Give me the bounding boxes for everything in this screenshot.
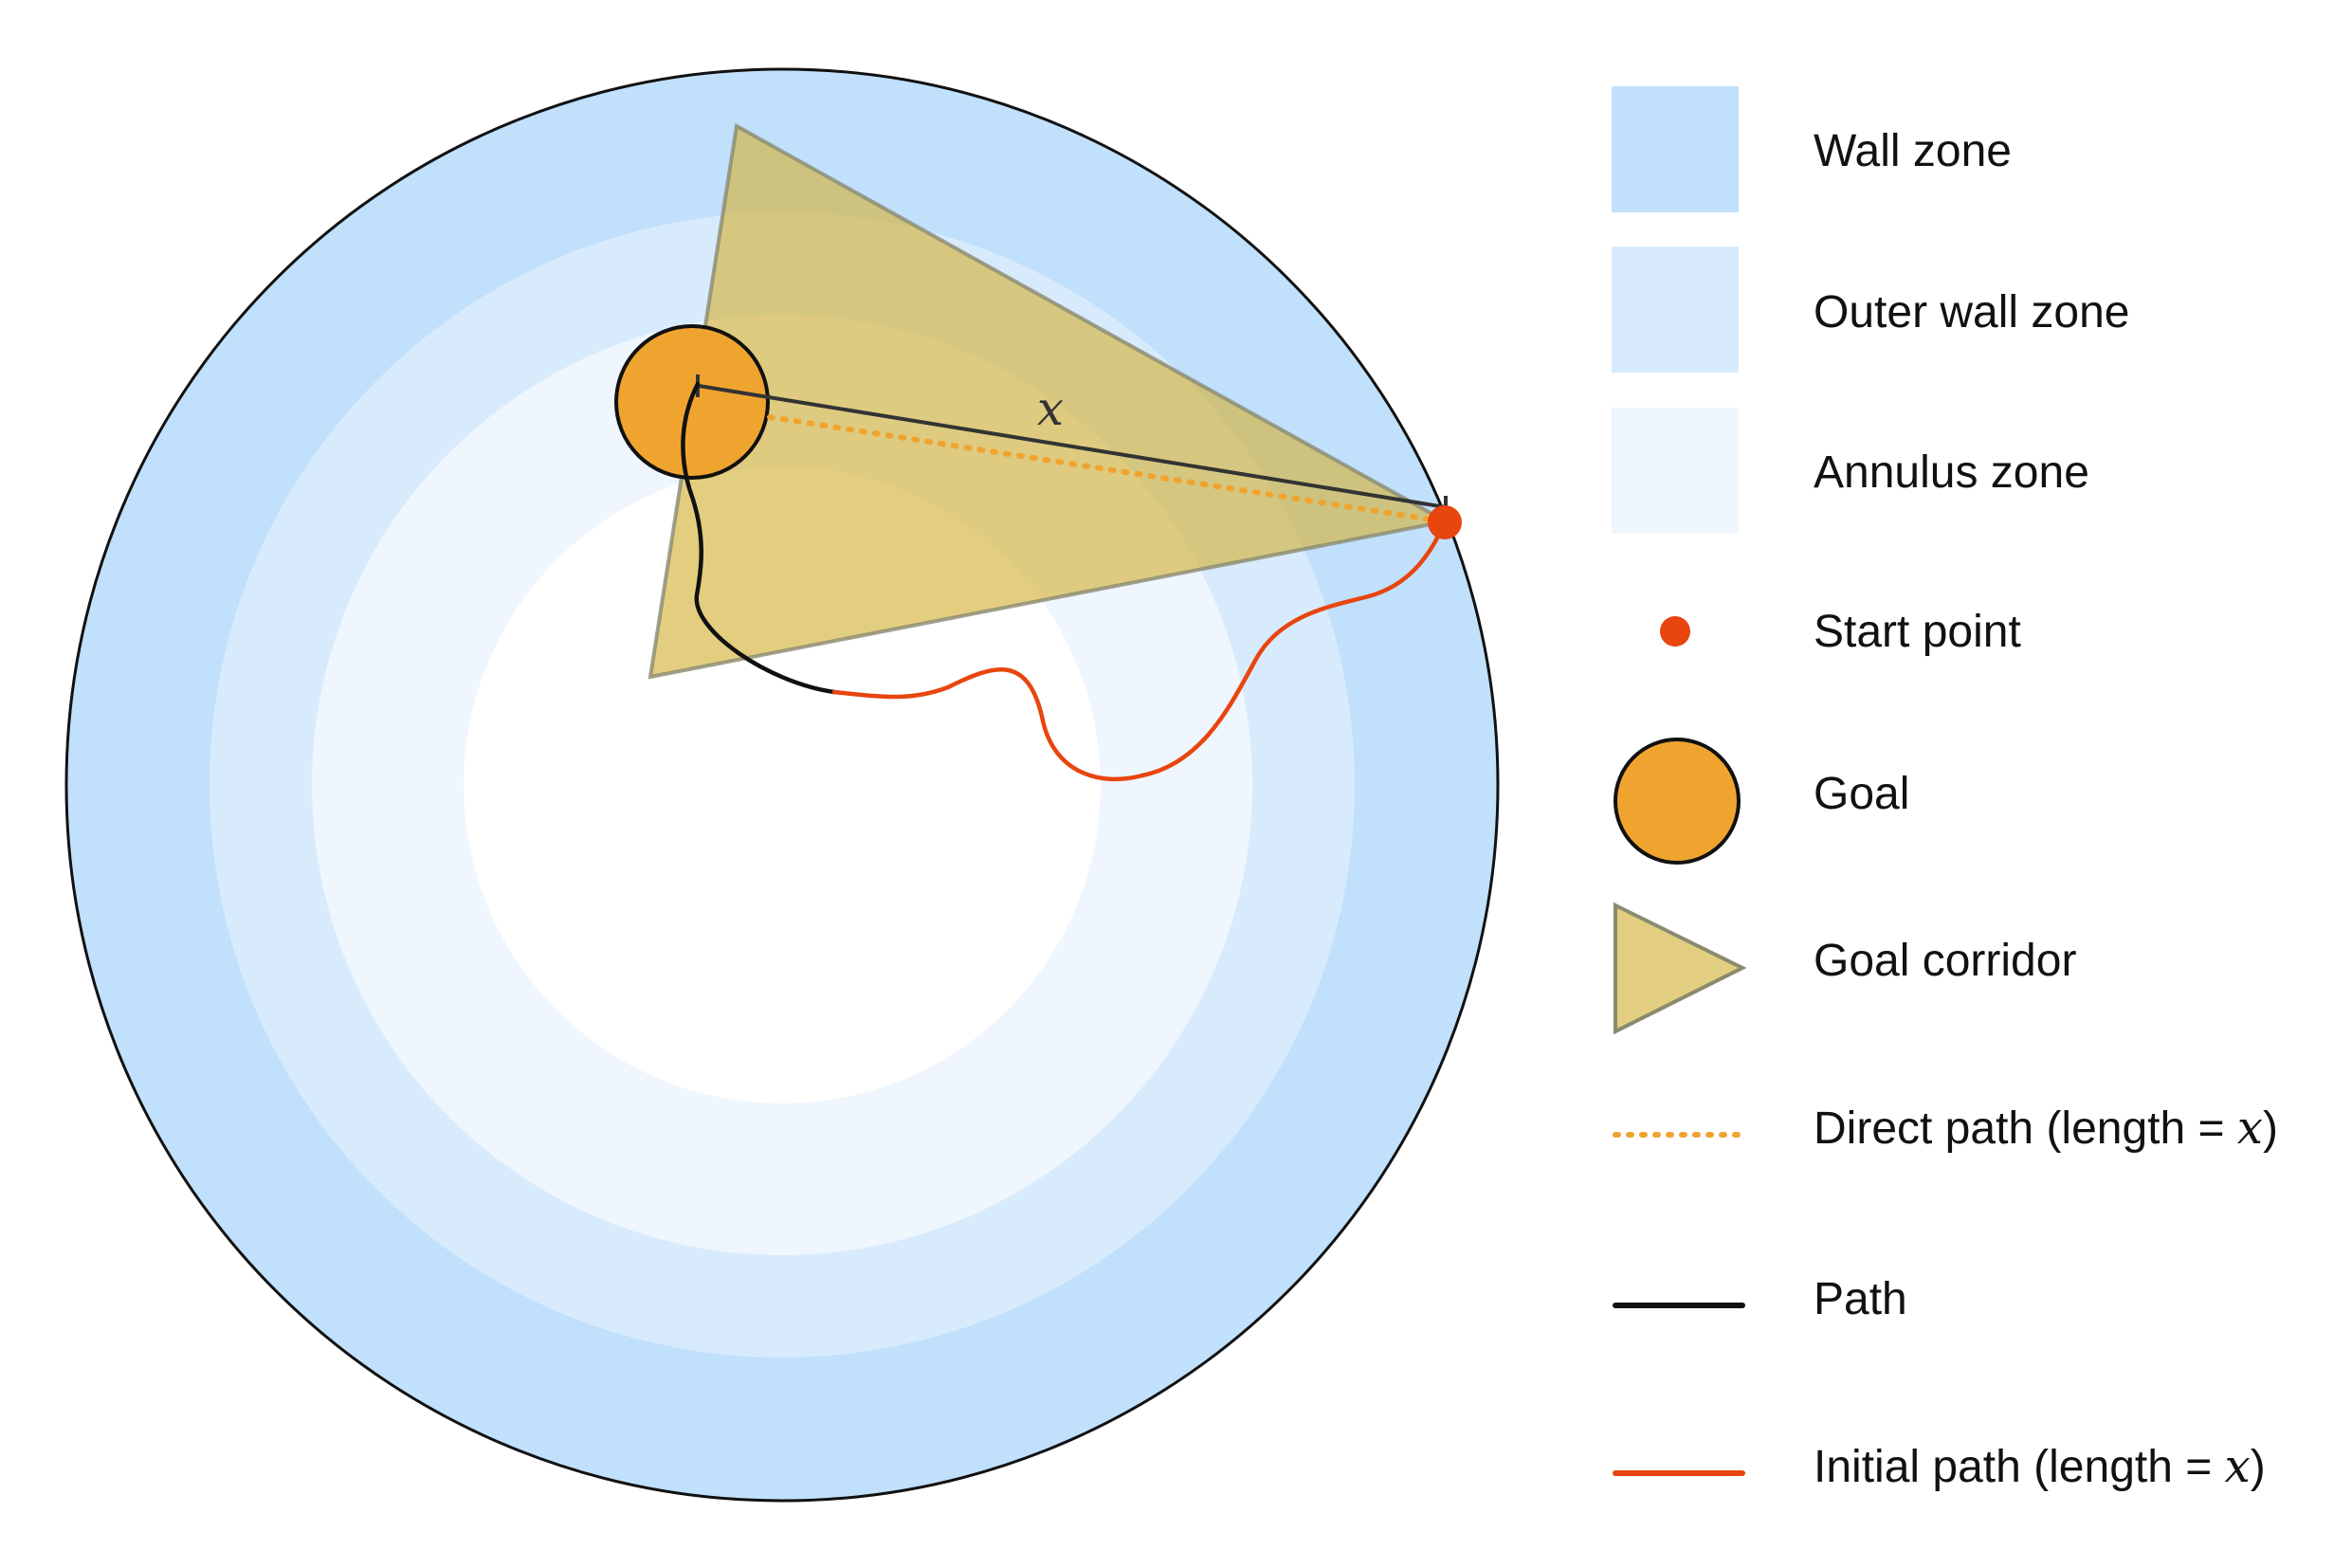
legend-marker-goal-corridor (1614, 902, 1747, 1035)
legend-label-initial-path: Initial path (length = x) (1814, 1440, 2266, 1493)
legend-label-initial-path-close: ) (2251, 1442, 2266, 1492)
legend-label-path: Path (1814, 1274, 1907, 1324)
direct-path-line (767, 414, 1434, 522)
legend-label-direct-path-close: ) (2263, 1103, 2278, 1154)
path-line (681, 381, 837, 695)
initial-path-line (831, 524, 1446, 782)
legend-label-initial-path-var: x (2225, 1440, 2251, 1493)
legend-item-direct-path: Direct path (length = x) (1613, 1102, 2278, 1155)
legend-label-goal-corridor: Goal corridor (1814, 936, 2076, 986)
legend: Wall zone Outer wall zone Annulus zone S… (1612, 86, 2278, 1493)
legend-label-annulus-zone: Annulus zone (1814, 447, 2089, 498)
distance-line (698, 384, 1447, 509)
legend-swatch-annulus-zone (1612, 408, 1739, 534)
distance-label: x (1037, 381, 1064, 436)
legend-marker-goal (1614, 738, 1741, 865)
legend-swatch-outer-wall-zone (1612, 246, 1739, 373)
legend-label-direct-path-var: x (2237, 1102, 2263, 1155)
legend-label-outer-wall-zone: Outer wall zone (1814, 287, 2130, 337)
legend-item-outer-wall-zone: Outer wall zone (1612, 246, 2130, 373)
legend-item-goal-corridor: Goal corridor (1614, 902, 2076, 1035)
legend-swatch-wall-zone (1612, 86, 1739, 212)
start-point (1428, 505, 1462, 539)
distance-measure: x (696, 374, 1448, 519)
legend-item-annulus-zone: Annulus zone (1612, 408, 2089, 534)
legend-label-goal: Goal (1814, 769, 1909, 819)
legend-item-start-point: Start point (1660, 607, 2021, 657)
arena-center (464, 466, 1101, 1103)
legend-item-goal: Goal (1614, 738, 1909, 865)
legend-label-initial-path-text: Initial path (length = (1814, 1442, 2225, 1492)
legend-label-direct-path-text: Direct path (length = (1814, 1103, 2237, 1154)
legend-item-initial-path: Initial path (length = x) (1613, 1440, 2266, 1493)
legend-label-start-point: Start point (1814, 607, 2021, 657)
legend-label-direct-path: Direct path (length = x) (1814, 1102, 2278, 1155)
legend-item-wall-zone: Wall zone (1612, 86, 2012, 212)
legend-label-wall-zone: Wall zone (1814, 126, 2012, 176)
legend-item-path: Path (1613, 1274, 1907, 1324)
legend-marker-start-point (1660, 616, 1690, 647)
